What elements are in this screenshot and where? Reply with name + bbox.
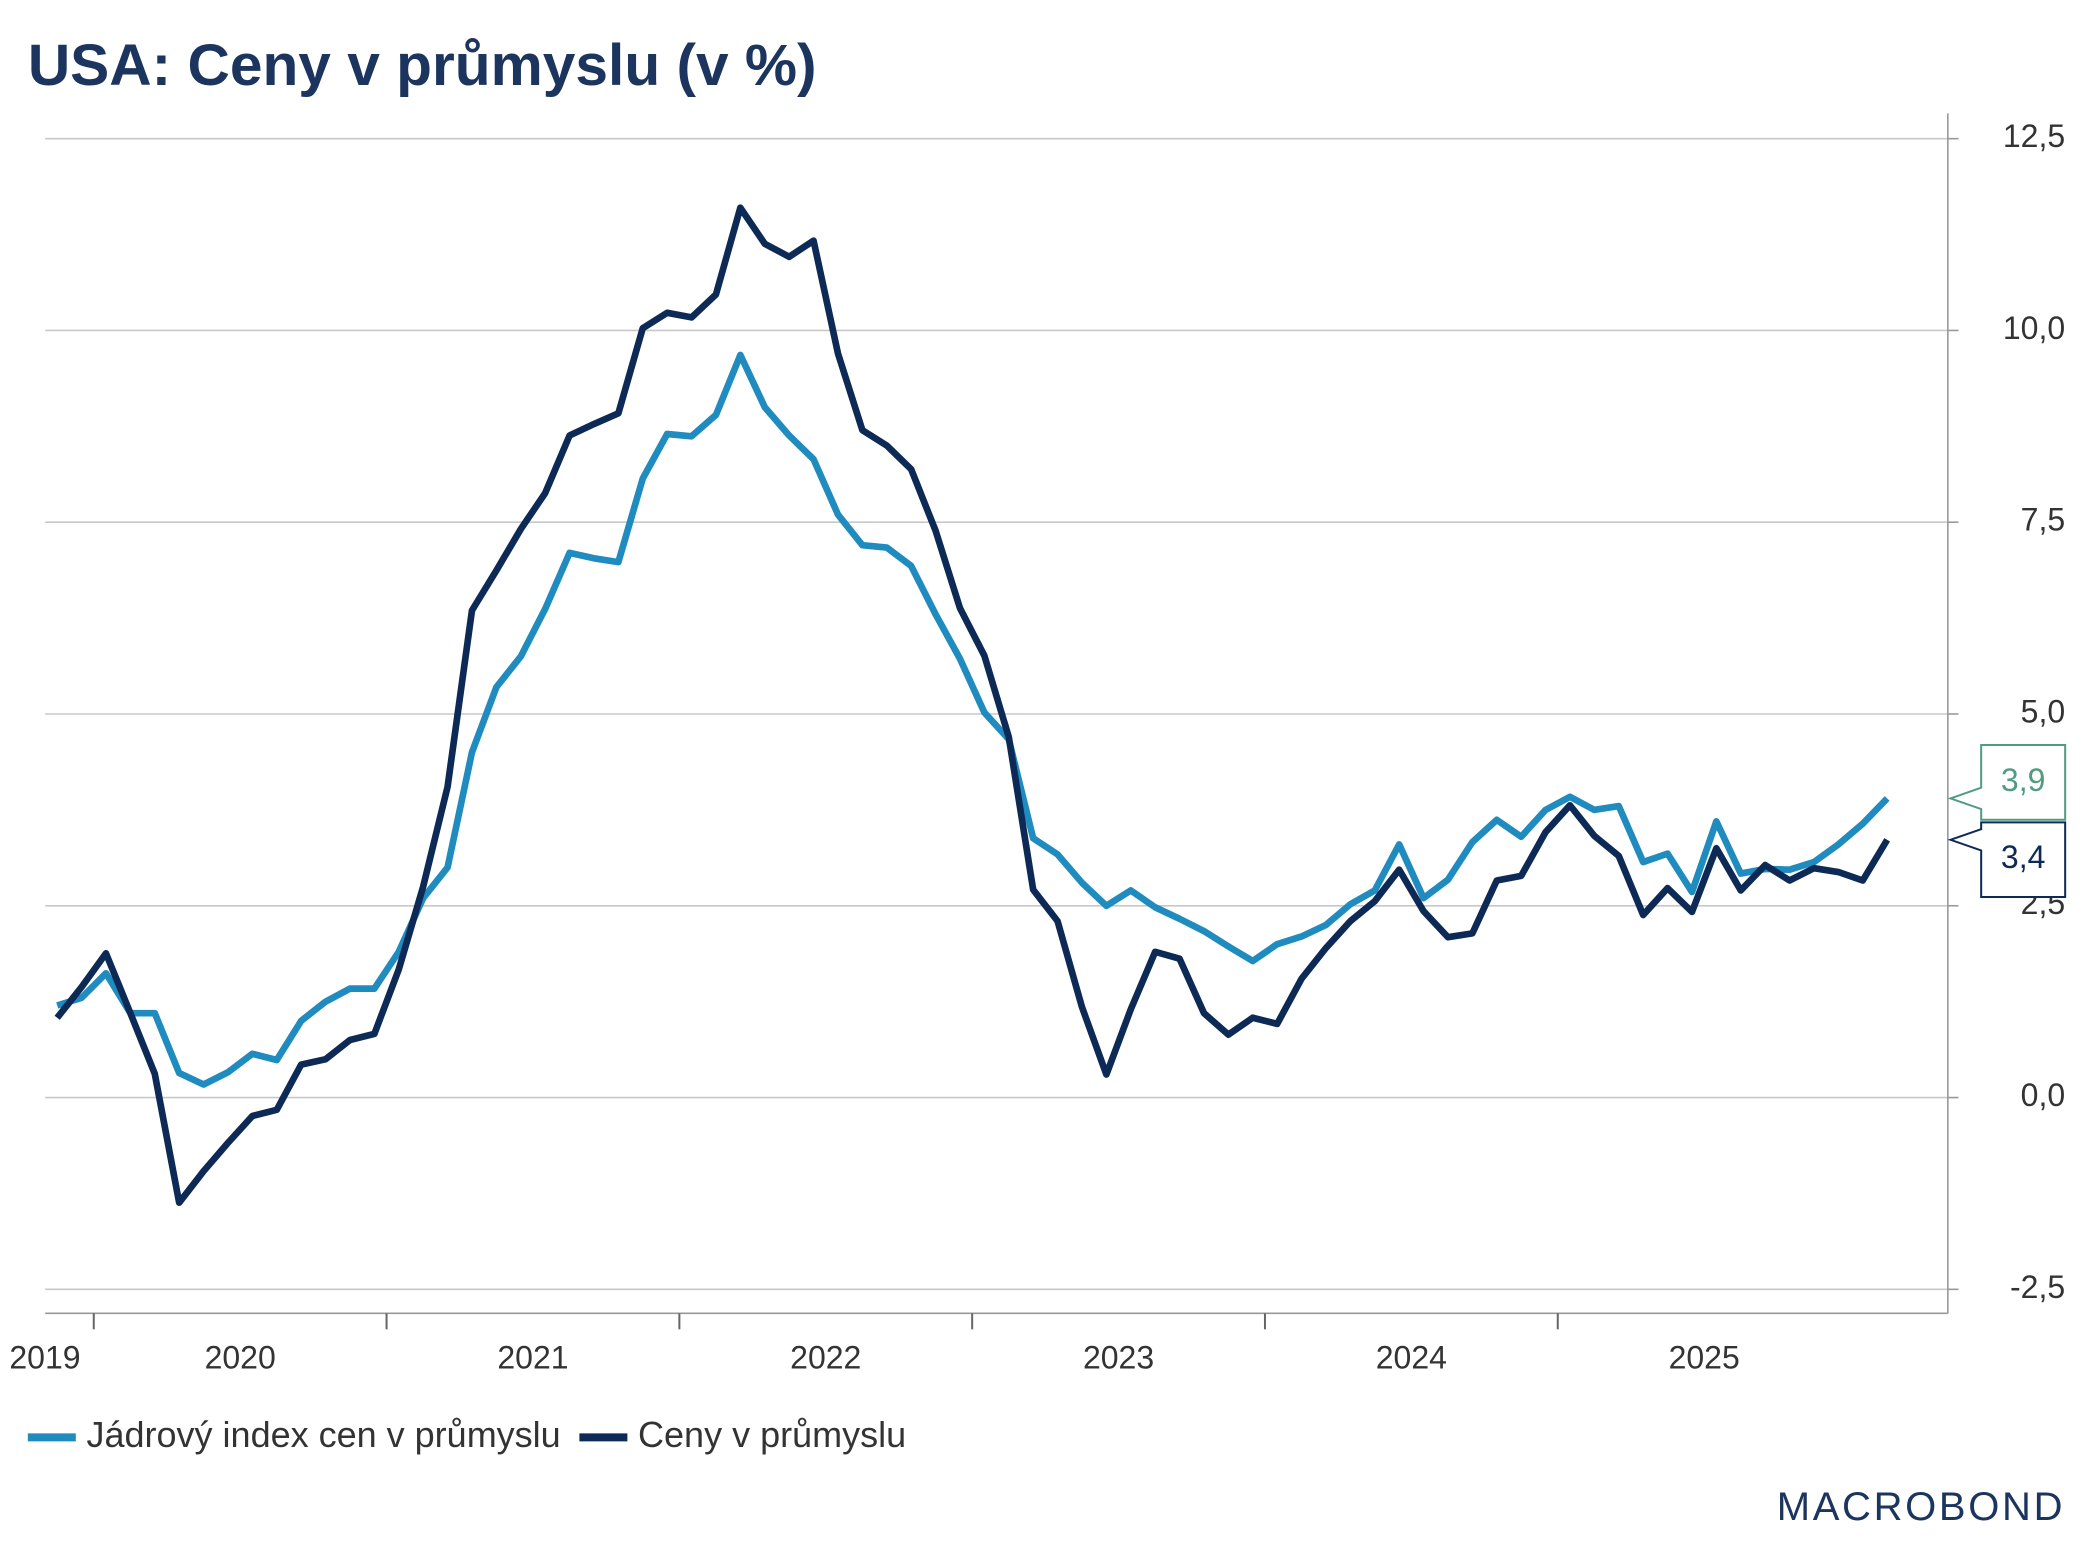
value-callout [1947, 744, 2067, 821]
chart-title: USA: Ceny v průmyslu (v %) [28, 33, 817, 98]
series-line [54, 204, 1891, 1206]
x-tick-label: 2022 [790, 1339, 861, 1375]
y-tick-label: 7,5 [2021, 502, 2065, 538]
x-tick-label: 2025 [1669, 1339, 1740, 1375]
value-label: 3,4 [2001, 839, 2045, 875]
value-callout [1947, 821, 2067, 899]
x-tick-label: 2023 [1083, 1339, 1154, 1375]
legend-label: Jádrový index cen v průmyslu [87, 1414, 561, 1455]
y-tick-label: -2,5 [2010, 1269, 2065, 1305]
y-tick-label: 5,0 [2021, 693, 2065, 729]
value-label: 3,9 [2001, 762, 2045, 798]
logo: MACROBOND [1777, 1485, 2065, 1529]
x-tick-label: 2021 [497, 1339, 568, 1375]
legend-label: Ceny v průmyslu [638, 1414, 906, 1455]
x-tick-label: 2024 [1376, 1339, 1447, 1375]
x-tick-label: 2020 [205, 1339, 276, 1375]
y-tick-label: 0,0 [2021, 1077, 2065, 1113]
series-line [56, 351, 1890, 1088]
x-tick-label: 2019 [9, 1339, 80, 1375]
y-tick-label: 12,5 [2003, 118, 2065, 154]
y-tick-label: 10,0 [2003, 310, 2065, 346]
